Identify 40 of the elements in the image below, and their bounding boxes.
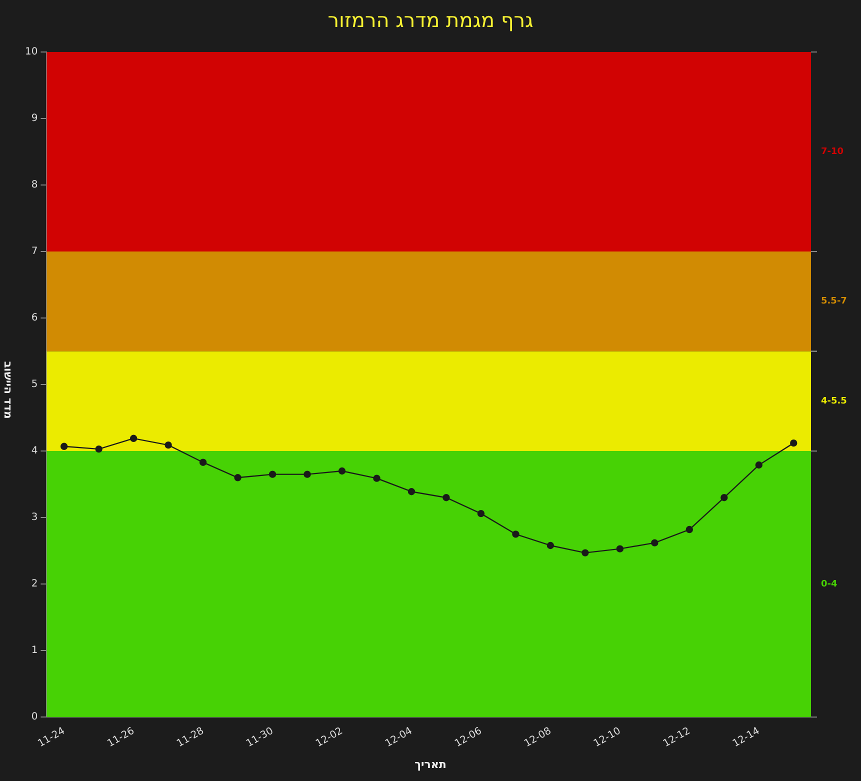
point [582,549,589,556]
point [512,530,520,538]
y-tick-label: 6 [31,312,38,324]
point [95,445,102,453]
y-tick-label: 2 [31,578,38,590]
point [60,442,68,450]
point [755,461,762,469]
chart-title: גרף מגמת מדרג הרמזור [326,8,534,32]
band-label: 7-10 [821,147,844,158]
y-tick-label: 7 [31,246,38,258]
point [546,542,554,550]
point [790,439,798,447]
y-tick-label: 0 [31,712,38,723]
point [442,494,450,502]
point [199,458,207,466]
point [477,510,485,518]
band-label: 0-4 [821,579,838,590]
point [651,539,658,546]
y-tick-label: 8 [31,180,38,191]
y-axis-title: מדד היישוב [2,361,14,419]
x-axis-title: תאריך [414,758,448,771]
point [720,494,728,502]
point [234,474,242,482]
point [164,441,172,449]
point [408,488,416,496]
point [686,526,694,534]
y-tick-label: 10 [24,46,38,58]
y-tick-label: 5 [31,379,38,390]
point [304,470,311,478]
point [338,467,346,475]
y-tick-label: 9 [31,113,38,124]
y-tick-label: 3 [31,512,38,524]
band-label: 5.5-7 [821,296,847,307]
point [268,470,276,478]
y-tick-label: 4 [31,446,38,457]
point [616,545,624,552]
y-tick-label: 1 [31,645,38,656]
point [130,434,138,442]
point [373,474,380,482]
band-label: 4-5.5 [821,396,847,407]
